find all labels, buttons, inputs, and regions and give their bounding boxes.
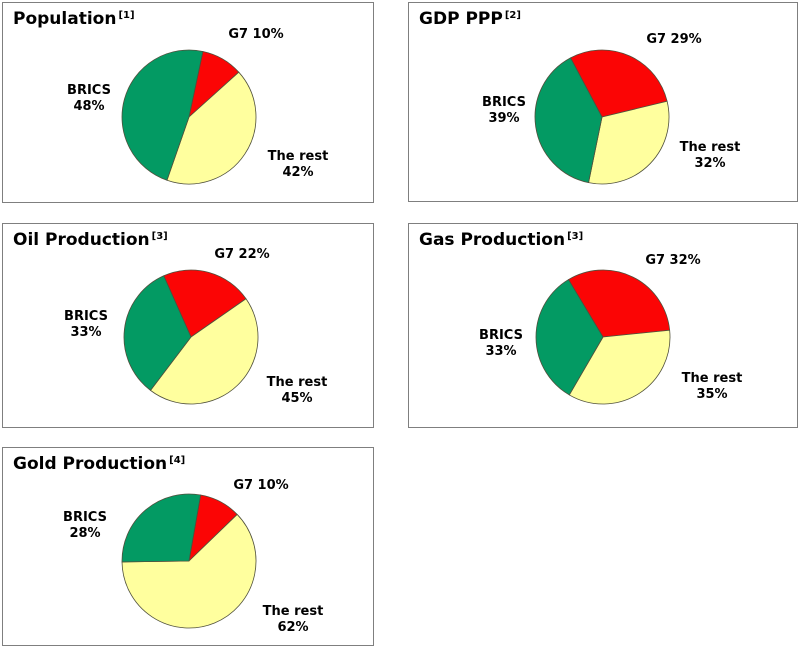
pie-chart-oil-production xyxy=(123,269,259,405)
label-line: 28% xyxy=(69,526,101,541)
chart-title: Gas Production [3] xyxy=(419,230,583,250)
chart-title: Oil Production [3] xyxy=(13,230,168,250)
label-line: 33% xyxy=(70,325,102,340)
label-line: G7 22% xyxy=(214,247,270,262)
pie-slice-g7 xyxy=(568,269,671,338)
label-g7: G7 10% xyxy=(233,478,288,494)
label-line: 45% xyxy=(281,391,313,406)
label-line: BRICS xyxy=(64,309,108,324)
pie-chart-population xyxy=(121,49,257,185)
label-line: G7 10% xyxy=(228,27,284,42)
footnote-marker: [3] xyxy=(567,231,584,242)
label-line: G7 32% xyxy=(645,253,701,268)
label-brics: BRICS 39% xyxy=(482,95,526,127)
chart-title: GDP PPP [2] xyxy=(419,9,521,29)
panel-gdp-ppp: GDP PPP [2] G7 29% BRICS 39% The rest 32% xyxy=(408,2,798,202)
label-g7: G7 32% xyxy=(645,253,700,269)
footnote-marker: [3] xyxy=(151,231,168,242)
pie-slice-the-rest xyxy=(588,100,670,185)
label-line: BRICS xyxy=(482,95,526,110)
label-g7: G7 10% xyxy=(228,27,283,43)
panel-gold-production: Gold Production [4] G7 10% BRICS 28% The r… xyxy=(2,447,374,646)
label-line: The rest xyxy=(266,375,328,390)
chart-title-text: GDP PPP xyxy=(419,9,503,29)
footnote-marker: [2] xyxy=(504,10,521,21)
pie-slice-brics xyxy=(535,279,604,396)
pie-slice-brics xyxy=(123,275,192,391)
chart-title: Gold Production [4] xyxy=(13,454,185,474)
label-the-rest: The rest 45% xyxy=(267,375,328,407)
label-the-rest: The rest 35% xyxy=(682,371,743,403)
label-g7: G7 22% xyxy=(214,247,269,263)
pie-chart-gdp-ppp xyxy=(534,49,670,185)
label-line: 62% xyxy=(277,620,309,635)
label-line: The rest xyxy=(681,371,743,386)
label-line: 42% xyxy=(282,165,314,180)
label-g7: G7 29% xyxy=(646,32,701,48)
pie-slice-the-rest xyxy=(568,329,671,405)
label-line: The rest xyxy=(679,140,741,155)
chart-title-text: Gas Production xyxy=(419,230,566,250)
label-the-rest: The rest 62% xyxy=(263,604,324,636)
label-line: 33% xyxy=(485,344,517,359)
label-line: 39% xyxy=(488,111,520,126)
panel-gas-production: Gas Production [3] G7 32% BRICS 33% The re… xyxy=(408,223,798,428)
pie-slice-g7 xyxy=(570,49,668,118)
label-brics: BRICS 48% xyxy=(67,83,111,115)
label-line: 48% xyxy=(73,99,105,114)
label-the-rest: The rest 32% xyxy=(680,140,741,172)
pie-slice-brics xyxy=(121,49,204,181)
chart-title-text: Oil Production xyxy=(13,230,150,250)
pie-slice-brics xyxy=(121,493,202,563)
chart-title-text: Population xyxy=(13,9,117,29)
pie-chart-gas-production xyxy=(535,269,671,405)
footnote-marker: [1] xyxy=(118,10,135,21)
label-line: G7 10% xyxy=(233,478,289,493)
pie-slice-brics xyxy=(534,57,603,184)
label-the-rest: The rest 42% xyxy=(268,149,329,181)
label-line: BRICS xyxy=(63,510,107,525)
panel-population: Population [1] G7 10% BRICS 48% The rest 42… xyxy=(2,2,374,203)
label-line: The rest xyxy=(267,149,329,164)
pie-slice-the-rest xyxy=(150,298,259,405)
footnote-marker: [4] xyxy=(169,455,186,466)
label-line: 35% xyxy=(696,387,728,402)
label-line: BRICS xyxy=(479,328,523,343)
pie-chart-gold-production xyxy=(121,493,257,629)
label-line: 32% xyxy=(694,156,726,171)
label-brics: BRICS 33% xyxy=(64,309,108,341)
label-line: The rest xyxy=(262,604,324,619)
label-line: G7 29% xyxy=(646,32,702,47)
pie-slice-the-rest xyxy=(121,514,257,629)
chart-title: Population [1] xyxy=(13,9,135,29)
panel-oil-production: Oil Production [3] G7 22% BRICS 33% The re… xyxy=(2,223,374,428)
chart-title-text: Gold Production xyxy=(13,454,168,474)
label-brics: BRICS 28% xyxy=(63,510,107,542)
pie-slice-the-rest xyxy=(166,71,257,185)
pie-slice-g7 xyxy=(163,269,247,338)
label-line: BRICS xyxy=(67,83,111,98)
label-brics: BRICS 33% xyxy=(479,328,523,360)
